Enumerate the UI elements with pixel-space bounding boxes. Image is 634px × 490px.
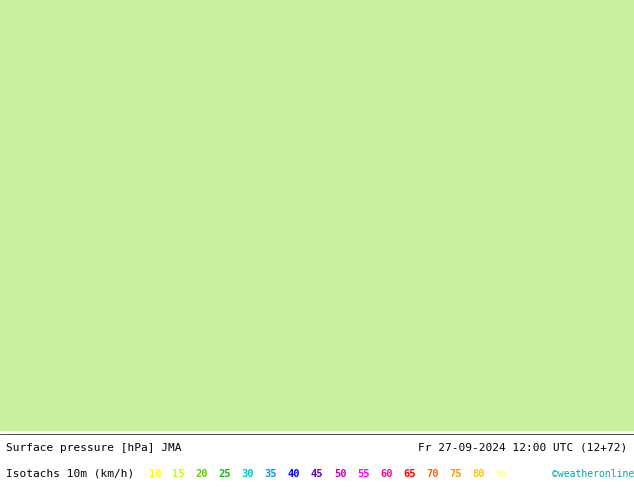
Text: 25: 25	[218, 468, 231, 479]
Text: 10: 10	[149, 468, 162, 479]
Text: 80: 80	[473, 468, 485, 479]
Text: 60: 60	[380, 468, 392, 479]
Text: 90: 90	[519, 468, 531, 479]
Text: 55: 55	[357, 468, 370, 479]
Text: 85: 85	[496, 468, 508, 479]
Text: 50: 50	[334, 468, 346, 479]
Text: 20: 20	[195, 468, 208, 479]
Text: 40: 40	[288, 468, 301, 479]
Text: Surface pressure [hPa] JMA: Surface pressure [hPa] JMA	[6, 442, 182, 453]
Text: Isotachs 10m (km/h): Isotachs 10m (km/h)	[6, 468, 134, 479]
Text: 30: 30	[242, 468, 254, 479]
Text: 45: 45	[311, 468, 323, 479]
Text: 15: 15	[172, 468, 184, 479]
Text: Fr 27-09-2024 12:00 UTC (12+72): Fr 27-09-2024 12:00 UTC (12+72)	[418, 442, 628, 453]
Text: 75: 75	[450, 468, 462, 479]
Text: 65: 65	[403, 468, 416, 479]
Text: ©weatheronline.co.uk: ©weatheronline.co.uk	[552, 468, 634, 479]
Text: 70: 70	[427, 468, 439, 479]
Text: 35: 35	[264, 468, 277, 479]
